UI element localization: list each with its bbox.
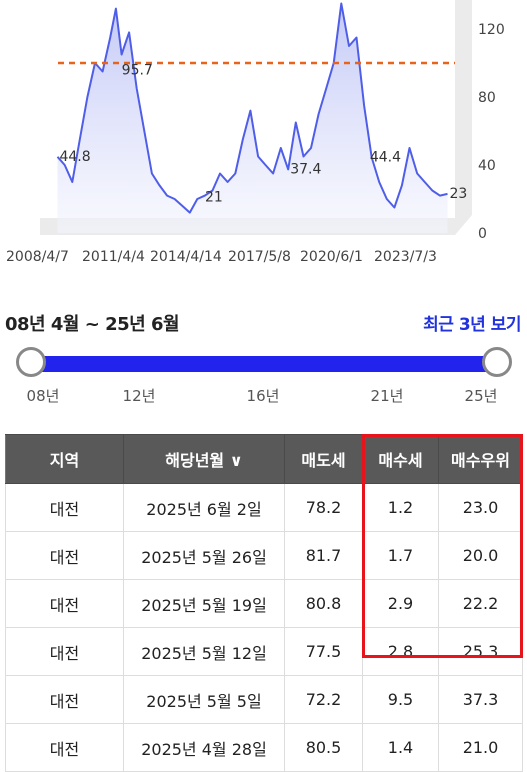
cell-buy-advantage: 23.0	[438, 483, 523, 532]
header-buy-advantage: 매수우위	[438, 434, 523, 484]
cell-region: 대전	[5, 483, 124, 532]
cell-sell: 77.5	[284, 627, 363, 676]
cell-buy-advantage: 37.3	[438, 675, 523, 724]
range-header: 08년 4월 ~ 25년 6월 최근 3년 보기	[0, 300, 527, 344]
x-tick-label: 2020/6/1	[300, 249, 363, 265]
recent-3-years-link[interactable]: 최근 3년 보기	[423, 315, 521, 335]
x-tick-label: 2023/7/3	[374, 249, 437, 265]
cell-date: 2025년 6월 2일	[123, 483, 285, 532]
cell-sell: 78.2	[284, 483, 363, 532]
data-label: 21	[205, 189, 223, 205]
y-tick-label: 40	[478, 158, 496, 174]
cell-buy: 2.9	[362, 579, 439, 628]
cell-region: 대전	[5, 723, 124, 772]
slider-tick-label: 25년	[464, 387, 498, 405]
x-tick-label: 2014/4/14	[150, 249, 222, 265]
data-label: 44.4	[370, 150, 401, 166]
chart: 44.8 95.7 21 37.4 44.4 23 0 40 80 120 2008/4/7 20…	[6, 0, 505, 265]
date-range-slider[interactable]: 08년 12년 16년 21년 25년	[0, 344, 527, 414]
cell-buy: 1.7	[362, 531, 439, 580]
cell-region: 대전	[5, 531, 124, 580]
cell-sell: 80.8	[284, 579, 363, 628]
chevron-down-icon: ∨	[229, 451, 243, 470]
cell-buy: 2.8	[362, 627, 439, 676]
series-area	[57, 3, 448, 233]
table-row: 대전 2025년 5월 26일 81.7 1.7 20.0	[5, 531, 523, 580]
cell-buy-advantage: 22.2	[438, 579, 523, 628]
slider-start-handle[interactable]	[16, 347, 46, 377]
table-row: 대전 2025년 5월 19일 80.8 2.9 22.2	[5, 579, 523, 628]
header-date-sort[interactable]: 해당년월 ∨	[123, 434, 285, 484]
cell-buy-advantage: 20.0	[438, 531, 523, 580]
cell-region: 대전	[5, 675, 124, 724]
data-table: 지역 해당년월 ∨ 매도세 매수세 매수우위 대전 2025년 6월 2일 78.2…	[5, 434, 523, 772]
cell-date: 2025년 5월 19일	[123, 579, 285, 628]
slider-tick-label: 21년	[370, 387, 404, 405]
header-sell: 매도세	[284, 434, 363, 484]
data-label: 44.8	[59, 149, 90, 165]
y-tick-label: 120	[478, 22, 505, 38]
table-header-row: 지역 해당년월 ∨ 매도세 매수세 매수우위	[5, 434, 523, 484]
series-line	[56, 2, 448, 214]
x-tick-label: 2017/5/8	[228, 249, 291, 265]
cell-buy: 1.2	[362, 483, 439, 532]
x-tick-label: 2008/4/7	[6, 249, 69, 265]
slider-tick-label: 12년	[122, 387, 156, 405]
header-region: 지역	[5, 434, 124, 484]
slider-tick-label: 16년	[246, 387, 280, 405]
y-tick-label: 80	[478, 90, 496, 106]
cell-date: 2025년 5월 26일	[123, 531, 285, 580]
data-label: 95.7	[122, 62, 153, 78]
cell-region: 대전	[5, 627, 124, 676]
table-row: 대전 2025년 4월 28일 80.5 1.4 21.0	[5, 723, 523, 772]
cell-date: 2025년 4월 28일	[123, 723, 285, 772]
cell-buy-advantage: 21.0	[438, 723, 523, 772]
cell-sell: 72.2	[284, 675, 363, 724]
x-tick-label: 2011/4/4	[82, 249, 145, 265]
slider-selected-range	[31, 356, 497, 372]
range-title: 08년 4월 ~ 25년 6월	[5, 314, 180, 335]
header-buy: 매수세	[362, 434, 439, 484]
cell-sell: 80.5	[284, 723, 363, 772]
cell-buy-advantage: 25.3	[438, 627, 523, 676]
slider-end-handle[interactable]	[482, 347, 512, 377]
data-label: 37.4	[290, 161, 321, 177]
table-row: 대전 2025년 5월 12일 77.5 2.8 25.3	[5, 627, 523, 676]
y-tick-label: 0	[478, 226, 487, 242]
cell-date: 2025년 5월 5일	[123, 675, 285, 724]
data-label: 23	[449, 186, 467, 202]
cell-date: 2025년 5월 12일	[123, 627, 285, 676]
header-date-label: 해당년월	[165, 451, 225, 470]
cell-sell: 81.7	[284, 531, 363, 580]
table-row: 대전 2025년 6월 2일 78.2 1.2 23.0	[5, 483, 523, 532]
cell-buy: 9.5	[362, 675, 439, 724]
cell-region: 대전	[5, 579, 124, 628]
slider-tick-label: 08년	[26, 387, 60, 405]
table-row: 대전 2025년 5월 5일 72.2 9.5 37.3	[5, 675, 523, 724]
cell-buy: 1.4	[362, 723, 439, 772]
